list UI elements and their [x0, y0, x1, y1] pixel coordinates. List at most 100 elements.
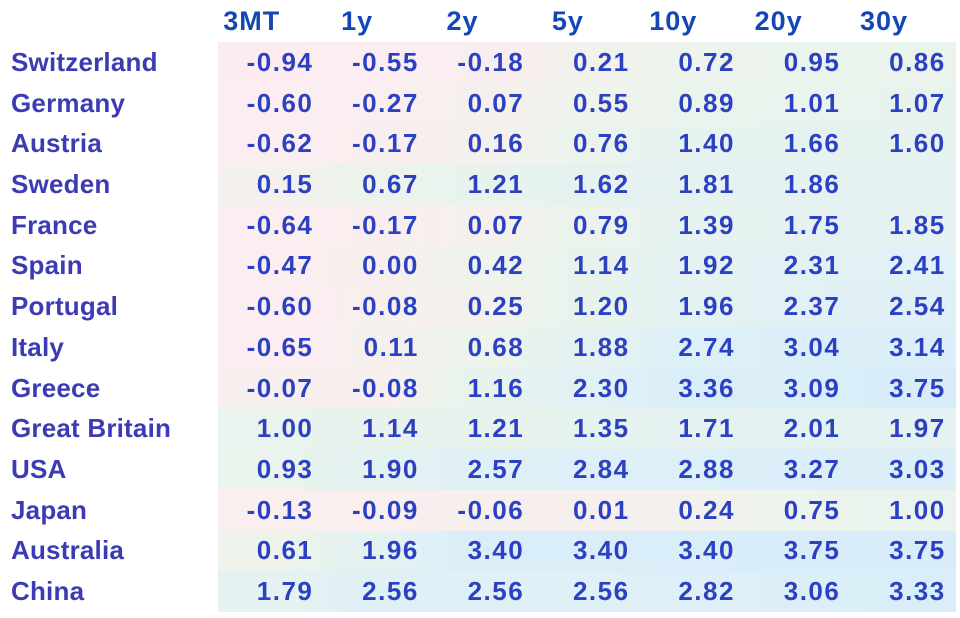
row-label-china: China: [0, 571, 218, 613]
value-cell: 0.21: [534, 42, 640, 83]
value-cell: -0.55: [323, 42, 429, 83]
value-cell: 1.39: [639, 204, 745, 246]
value-cell: 2.01: [744, 408, 851, 450]
value-cell: 3.27: [744, 449, 851, 490]
value-cell: 1.62: [534, 164, 640, 205]
value-cell: 1.20: [534, 286, 640, 328]
value-cell: 1.92: [639, 245, 745, 287]
value-cell: 0.15: [218, 164, 324, 205]
value-cell: 2.82: [639, 571, 745, 613]
value-cell: 1.40: [639, 123, 745, 165]
column-header-label: 2y: [446, 5, 479, 36]
value-cell: 0.72: [639, 42, 745, 83]
value-cell: 3.75: [850, 367, 956, 409]
value-cell: 0.67: [323, 164, 429, 205]
value-cell: 3.03: [850, 449, 956, 490]
value-cell: -0.60: [218, 286, 324, 328]
value-cell: 0.25: [428, 286, 535, 328]
column-header-1y: 1y: [323, 0, 428, 42]
row-label-sweden: Sweden: [0, 164, 218, 205]
row-label-greece: Greece: [0, 367, 218, 409]
value-cell: 2.30: [534, 367, 640, 409]
value-cell: 1.21: [428, 408, 535, 450]
value-cell: 3.40: [428, 530, 535, 572]
row-label-usa: USA: [0, 449, 218, 490]
row-label-australia: Australia: [0, 530, 218, 572]
value-cell: 1.00: [850, 489, 956, 531]
value-cell: 2.56: [428, 571, 535, 613]
value-cell: -0.08: [323, 367, 429, 409]
value-cell: 1.88: [534, 327, 640, 368]
value-cell: -0.60: [218, 82, 324, 124]
value-cell: 0.61: [218, 530, 324, 572]
value-cell: 1.00: [218, 408, 324, 450]
value-cell: 1.96: [323, 530, 429, 572]
value-cell: 3.40: [534, 530, 640, 572]
value-cell: 3.04: [744, 327, 851, 368]
value-cell: 2.74: [639, 327, 745, 368]
value-cell: 1.85: [850, 204, 956, 246]
column-header-label: 10y: [649, 5, 698, 36]
value-cell: 0.76: [534, 123, 640, 165]
row-label-italy: Italy: [0, 327, 218, 368]
value-cell: 2.54: [850, 286, 956, 328]
row-label-germany: Germany: [0, 82, 218, 124]
column-header-10y: 10y: [640, 0, 745, 42]
value-cell: -0.13: [218, 489, 324, 531]
value-cell: 1.60: [850, 123, 956, 165]
value-cell: -0.17: [323, 204, 429, 246]
value-cell: -0.47: [218, 245, 324, 287]
value-cell: 1.75: [744, 204, 851, 246]
value-cell: 1.07: [850, 82, 956, 124]
value-cell: 0.68: [428, 327, 535, 368]
row-label-austria: Austria: [0, 123, 218, 165]
value-cell: 0.16: [428, 123, 535, 165]
value-cell: 0.89: [639, 82, 745, 124]
value-cell: 0.11: [323, 327, 429, 368]
value-cell: 0.01: [534, 489, 640, 531]
value-cell: 3.14: [850, 327, 956, 368]
value-cell: 1.35: [534, 408, 640, 450]
row-label-japan: Japan: [0, 489, 218, 531]
value-cell: 2.37: [744, 286, 851, 328]
value-cell: 0.55: [534, 82, 640, 124]
value-cell: 2.56: [323, 571, 429, 613]
value-cell: 1.21: [428, 164, 535, 205]
row-label-portugal: Portugal: [0, 286, 218, 328]
value-cell: -0.18: [428, 42, 535, 83]
column-header-3mt: 3MT: [218, 0, 323, 42]
value-cell: 1.14: [323, 408, 429, 450]
value-cell: 1.96: [639, 286, 745, 328]
value-cell: 1.81: [639, 164, 745, 205]
row-label-france: France: [0, 204, 218, 246]
value-cell: 3.75: [850, 530, 956, 572]
value-cell: 3.75: [744, 530, 851, 572]
value-cell: -0.17: [323, 123, 429, 165]
value-cell: 0.93: [218, 449, 324, 490]
value-cell: 3.36: [639, 367, 745, 409]
value-cell: 3.09: [744, 367, 851, 409]
value-cell: -0.07: [218, 367, 324, 409]
value-cell: 0.79: [534, 204, 640, 246]
column-header-label: 30y: [860, 5, 909, 36]
value-cell: 1.79: [218, 571, 324, 613]
value-cell: 1.16: [428, 367, 535, 409]
column-header-5y: 5y: [534, 0, 639, 42]
row-label-great-britain: Great Britain: [0, 408, 218, 450]
column-header-label: 1y: [341, 5, 374, 36]
value-cell: 1.14: [534, 245, 640, 287]
value-cell: 3.33: [850, 571, 956, 613]
row-label-spain: Spain: [0, 245, 218, 287]
column-header-20y: 20y: [745, 0, 850, 42]
row-label-switzerland: Switzerland: [0, 42, 218, 83]
column-header-30y: 30y: [850, 0, 955, 42]
value-cell: 1.66: [744, 123, 851, 165]
value-cell: 2.56: [534, 571, 640, 613]
value-cell: 3.06: [744, 571, 851, 613]
value-cell: 2.84: [534, 449, 640, 490]
value-cell: [850, 164, 956, 205]
value-cell: -0.08: [323, 286, 429, 328]
value-cell: -0.64: [218, 204, 324, 246]
